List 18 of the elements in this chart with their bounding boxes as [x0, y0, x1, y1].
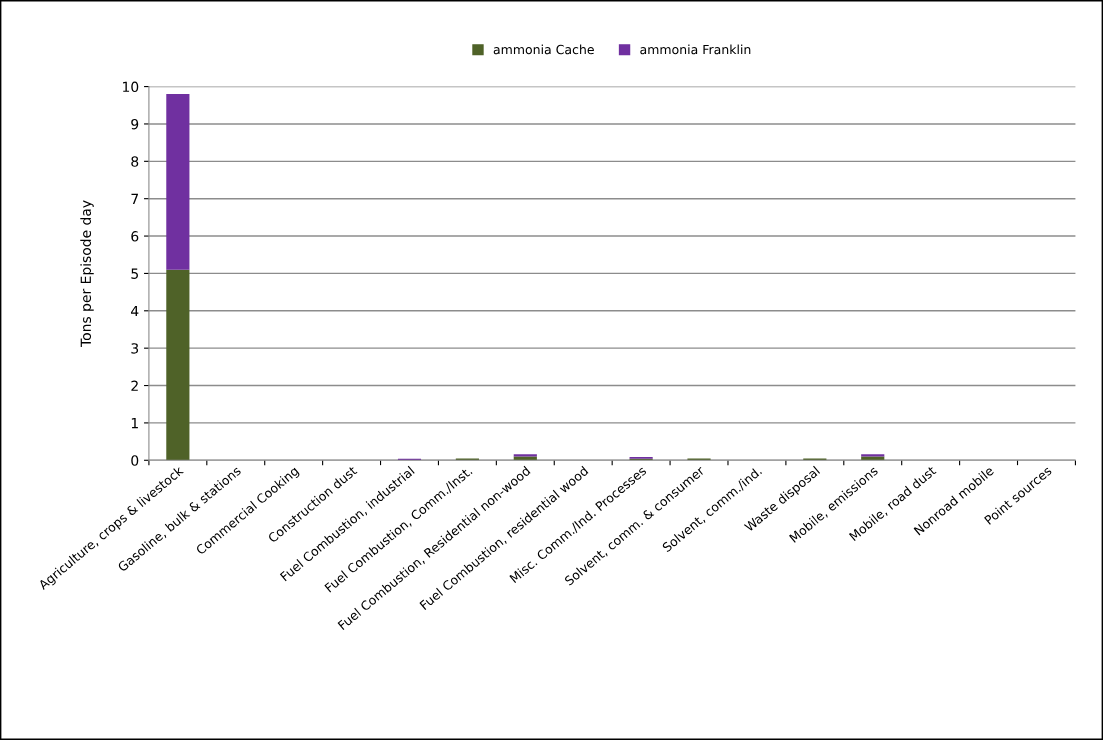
y-tick-label: 4	[131, 305, 139, 317]
y-tick-label: 0	[131, 455, 139, 466]
y-tick-label: 7	[131, 193, 138, 204]
y-axis-title: Tons per Episode day	[80, 200, 94, 348]
bar	[861, 454, 885, 457]
bar	[166, 94, 190, 270]
y-tick-label: 5	[131, 268, 138, 279]
legend-label: ammonia Cache	[493, 44, 594, 55]
y-tick-label: 9	[131, 118, 139, 130]
y-tick-label: 8	[131, 156, 139, 167]
y-tick-label: 3	[131, 343, 139, 354]
y-tick-label: 10	[123, 81, 139, 93]
bar	[513, 454, 537, 457]
bar	[166, 269, 190, 461]
y-tick-label: 1	[131, 418, 138, 429]
legend-label: ammonia Franklin	[640, 44, 751, 55]
y-tick-label: 6	[131, 231, 139, 242]
y-tick-label: 2	[131, 380, 138, 391]
